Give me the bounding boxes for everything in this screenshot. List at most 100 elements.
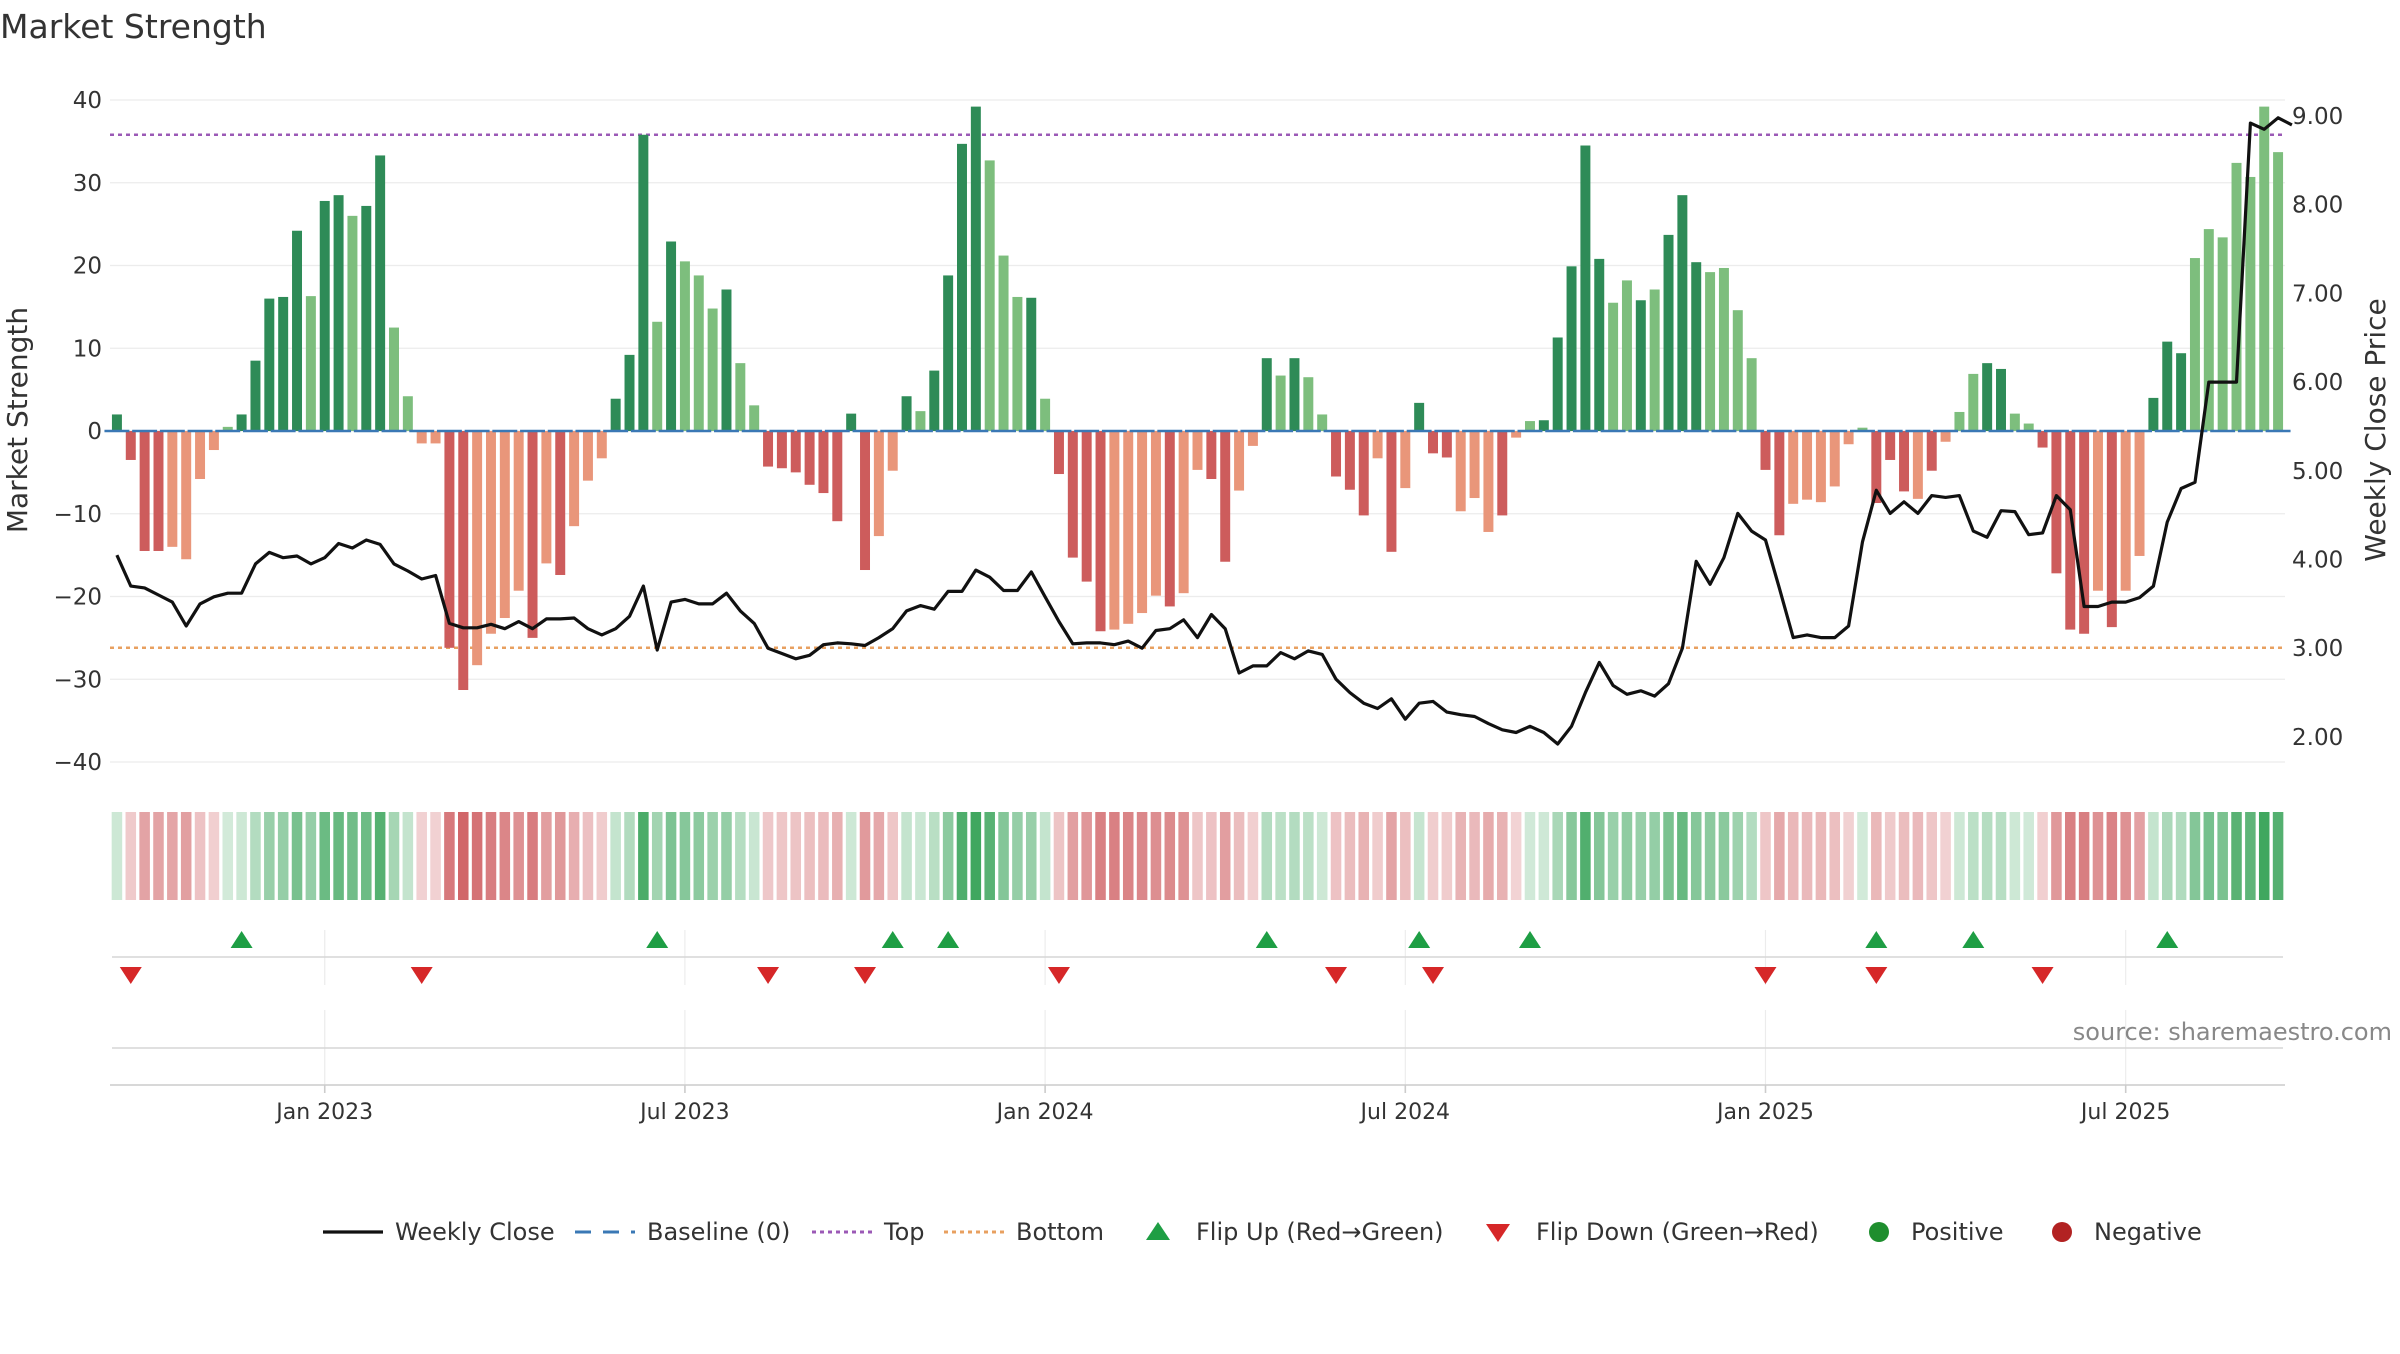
heat-strip-cell (2231, 812, 2242, 900)
strength-bar (860, 431, 871, 571)
heat-strip-cell (1801, 812, 1813, 900)
strength-bar (2051, 431, 2062, 574)
heat-strip-cell (1538, 812, 1550, 900)
strength-bar (1635, 300, 1646, 431)
heat-strip-cell (1968, 812, 1979, 900)
strength-bar (2245, 176, 2256, 431)
heat-strip-cell (264, 812, 275, 900)
heat-strip-cell (2120, 812, 2131, 900)
strength-bar (1608, 302, 1619, 431)
flip-markers-panel (112, 930, 2283, 985)
right-tick-label: 6.00 (2292, 370, 2343, 396)
heat-strip-cell (776, 812, 788, 900)
strength-bar (1247, 431, 1258, 446)
strength-bar (181, 431, 192, 560)
strength-bar (1040, 398, 1051, 431)
legend-label: Bottom (1016, 1218, 1104, 1246)
right-axis-title: Weekly Close Price (2359, 298, 2392, 561)
left-tick-label: 30 (73, 171, 102, 197)
strength-bar (2176, 353, 2187, 431)
heat-strip-cell (388, 812, 400, 900)
strength-bar (1469, 431, 1480, 499)
heat-strip-cell (1164, 812, 1176, 900)
strength-bar (1705, 272, 1716, 431)
legend-swatch-triangle-down (1486, 1224, 1510, 1242)
strength-bar (721, 289, 732, 431)
strength-bar (2203, 229, 2214, 431)
strength-bar (1760, 431, 1771, 470)
heat-strip-cell (1857, 812, 1868, 900)
heat-strip-cell (374, 812, 386, 900)
heat-strip-cell (1815, 812, 1827, 900)
strength-bar (1954, 411, 1965, 431)
strength-bar (1663, 234, 1674, 431)
strength-bar (1109, 431, 1120, 630)
heat-strip-cell (1690, 812, 1702, 900)
flip-up-marker (937, 931, 960, 948)
heat-strip-cell (1912, 812, 1924, 900)
legend-label: Negative (2094, 1218, 2202, 1246)
heat-strip-cell (1247, 812, 1259, 900)
heat-strip-cell (859, 812, 871, 900)
strength-bar (1538, 420, 1549, 431)
left-axis-title: Market Strength (1, 307, 34, 533)
strength-bar (1497, 431, 1508, 516)
strength-bar (125, 431, 136, 460)
heat-strip-cell (679, 812, 691, 900)
strength-bar (416, 431, 427, 444)
heat-strip-cell (1344, 812, 1356, 900)
strength-bar (1123, 431, 1134, 624)
heat-strip-cell (1884, 812, 1896, 900)
heat-strip-cell (1150, 812, 1162, 900)
strength-bar (569, 431, 580, 527)
strength-bar (1012, 296, 1023, 431)
flip-up-marker (1518, 931, 1541, 948)
strength-bar (208, 431, 219, 451)
heat-strip-cell (707, 812, 718, 900)
left-tick-label: 40 (73, 88, 102, 114)
heat-strip-cell (1843, 812, 1854, 900)
strength-bar (319, 200, 330, 431)
source-credit: source: sharemaestro.com (2073, 1018, 2392, 1046)
heat-strip-cell (1095, 812, 1106, 900)
strength-bar (1788, 431, 1799, 504)
heat-strip-cell (2106, 812, 2118, 900)
heat-strip-cell (1926, 812, 1937, 900)
strength-bar (1317, 414, 1328, 431)
heat-strip-cell (1995, 812, 2007, 900)
strength-bar (236, 414, 247, 431)
heat-strip-cell (2092, 812, 2104, 900)
strength-bar (846, 413, 857, 431)
heat-strip-cell (2148, 812, 2159, 900)
heat-strip-cell (416, 812, 427, 900)
legend-swatch-triangle-up (1146, 1222, 1170, 1240)
heat-strip-cell (1483, 812, 1494, 900)
heat-strip-cell (1039, 812, 1051, 900)
heat-strip-cell (2245, 812, 2256, 900)
heat-strip-cell (956, 812, 968, 900)
chart-title: Market Strength (0, 7, 267, 46)
heat-strip-cell (929, 812, 940, 900)
strength-bar (1802, 431, 1813, 500)
strength-bar (1053, 431, 1064, 475)
heat-strip-cell (125, 812, 137, 900)
x-tick-label: Jan 2025 (1715, 1100, 1814, 1125)
strength-bar (2037, 431, 2048, 448)
heat-strip-cell (2189, 812, 2201, 900)
flip-down-marker (1047, 967, 1070, 984)
heat-strip-cell (1081, 812, 1092, 900)
strength-bar (167, 431, 178, 547)
strength-bar (444, 431, 455, 648)
heat-strip-cell (582, 812, 594, 900)
strength-bar (638, 134, 649, 431)
heat-strip-cell (610, 812, 621, 900)
strength-bar (1372, 431, 1383, 459)
strength-bar (2148, 397, 2159, 431)
strength-bar (1940, 431, 1951, 442)
strength-bar (264, 298, 275, 431)
strength-bar (1815, 431, 1826, 503)
heat-strip-cell (1954, 812, 1965, 900)
heat-strip-cell (1427, 812, 1439, 900)
strength-bar (250, 360, 261, 431)
